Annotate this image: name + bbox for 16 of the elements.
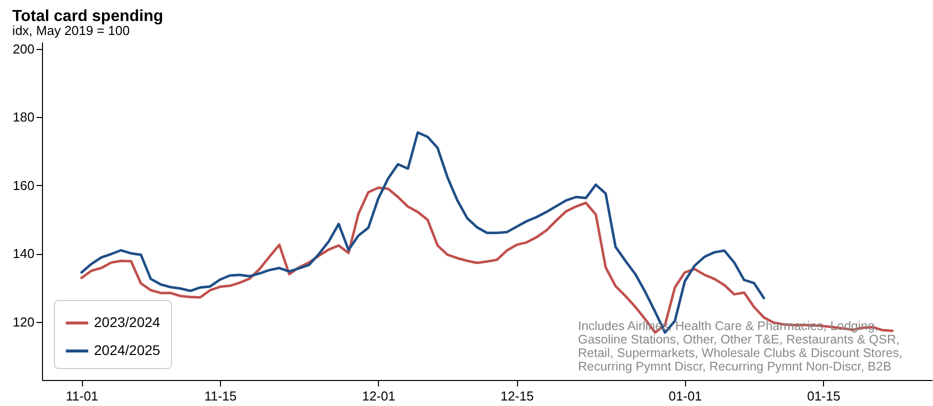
chart-subtitle: idx, May 2019 = 100 xyxy=(12,23,130,38)
y-tick-label: 160 xyxy=(12,178,34,193)
y-tick-label: 180 xyxy=(12,110,34,125)
x-tick-label: 11-01 xyxy=(66,388,98,404)
x-tick-label: 12-15 xyxy=(500,388,534,404)
y-tick-label: 140 xyxy=(12,246,34,262)
x-tick-label: 01-01 xyxy=(668,388,702,404)
x-tick-label: 11-15 xyxy=(204,388,237,404)
y-tick-label: 200 xyxy=(12,41,34,56)
legend-label: 2023/2024 xyxy=(94,314,160,330)
x-tick-label: 01-15 xyxy=(807,388,840,404)
y-tick-label: 120 xyxy=(12,314,34,330)
chart-title: Total card spending xyxy=(12,8,164,25)
line-series xyxy=(80,186,894,334)
legend-label: 2024/2025 xyxy=(94,342,160,358)
x-tick-label: 12-01 xyxy=(362,388,396,404)
